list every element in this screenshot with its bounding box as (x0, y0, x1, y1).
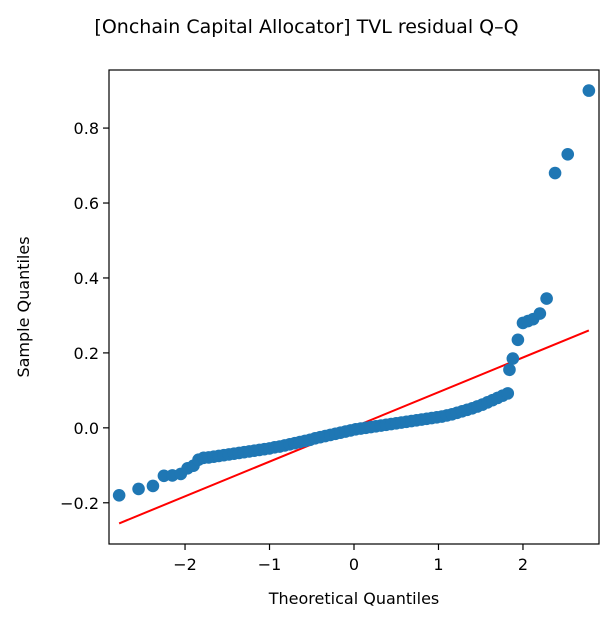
y-tick-label: 0.4 (74, 269, 99, 288)
x-axis-ticks: −2 −1 0 1 2 (173, 544, 528, 574)
data-point (506, 352, 520, 365)
y-axis-ticks: −0.2 0.0 0.2 0.4 0.6 0.8 (60, 119, 109, 513)
data-point (533, 307, 547, 320)
x-tick-label: −1 (258, 555, 282, 574)
data-point (503, 363, 516, 377)
y-tick-label: 0.8 (74, 119, 99, 138)
y-tick-label: 0.6 (74, 194, 99, 213)
x-axis-title: Theoretical Quantiles (268, 589, 440, 608)
data-point (540, 292, 553, 305)
data-point (561, 148, 575, 161)
chart-title: [Onchain Capital Allocator] TVL residual… (94, 16, 518, 38)
data-point (582, 84, 596, 97)
y-axis-title: Sample Quantiles (14, 236, 33, 377)
x-tick-label: −2 (173, 555, 197, 574)
y-tick-label: 0.0 (74, 419, 99, 438)
data-points-layer (112, 84, 596, 502)
data-point (112, 488, 126, 502)
y-tick-label: −0.2 (60, 494, 99, 513)
data-point (501, 387, 515, 400)
data-point (511, 333, 525, 347)
data-point (548, 166, 562, 180)
data-point (146, 479, 160, 493)
data-point (132, 482, 145, 496)
x-tick-label: 1 (433, 555, 443, 574)
x-tick-label: 2 (518, 555, 528, 574)
y-tick-label: 0.2 (74, 344, 99, 363)
x-tick-label: 0 (349, 555, 359, 574)
